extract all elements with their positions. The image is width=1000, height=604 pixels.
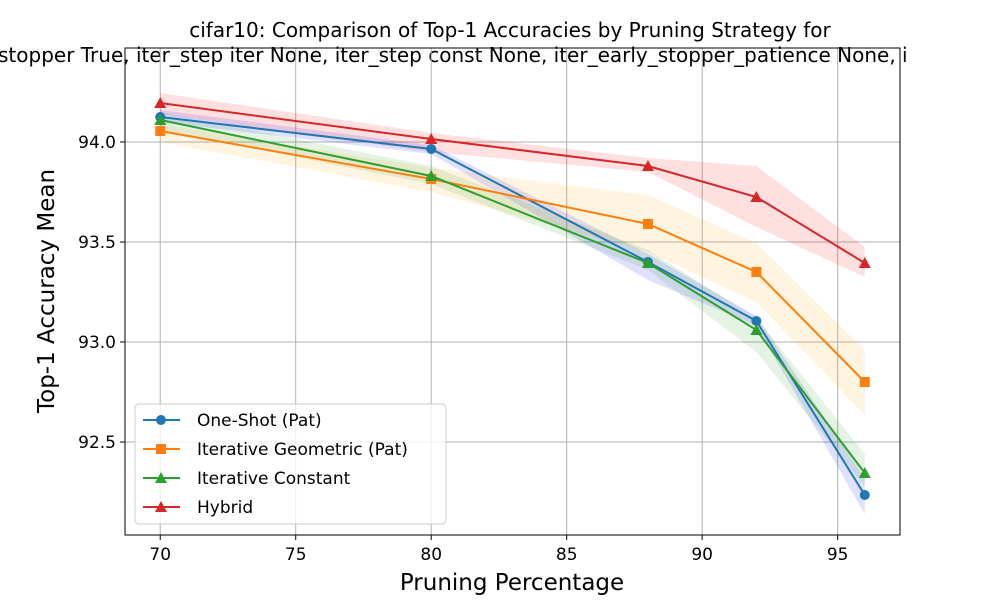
x-tick-label: 90: [691, 545, 713, 565]
data-point: [859, 490, 870, 500]
chart-title-line-1: cifar10: Comparison of Top-1 Accuracies …: [189, 18, 831, 42]
y-tick-label: 92.5: [78, 433, 116, 453]
x-tick-label: 95: [827, 545, 849, 565]
y-tick-label: 94.0: [78, 133, 116, 153]
x-tick-label: 80: [420, 545, 442, 565]
legend-marker: [156, 444, 166, 454]
legend-label: Hybrid: [197, 498, 253, 518]
y-tick-label: 93.5: [78, 233, 116, 253]
data-point: [425, 170, 438, 181]
data-point: [425, 133, 438, 144]
data-point: [858, 467, 871, 478]
legend-label: One-Shot (Pat): [197, 411, 322, 431]
legend-box: [134, 403, 447, 525]
data-point: [642, 219, 653, 229]
legend-marker: [156, 415, 166, 425]
y-axis-label: Top-1 Accuracy Mean: [34, 169, 60, 414]
x-tick-label: 75: [285, 545, 307, 565]
x-tick-label: 70: [149, 545, 171, 565]
data-point: [858, 257, 871, 268]
data-point: [641, 160, 654, 171]
x-axis-label: Pruning Percentage: [400, 570, 624, 596]
legend-label: Iterative Geometric (Pat): [197, 440, 408, 460]
data-point: [751, 267, 762, 277]
confidence-band-2: [160, 112, 865, 486]
legend-marker: [155, 501, 167, 512]
x-tick-label: 85: [556, 545, 578, 565]
data-point: [155, 126, 166, 136]
confidence-band-1: [160, 124, 865, 415]
legend-label: Iterative Constant: [197, 469, 351, 489]
data-point: [154, 114, 167, 125]
legend-marker: [155, 472, 167, 483]
data-point: [751, 316, 762, 326]
axis-ticks: 70 75 80 85 90 95 92.5 93.0 93.5 94.0: [78, 133, 848, 565]
plot-frame: [124, 47, 901, 536]
data-point: [859, 377, 870, 387]
data-point: [641, 257, 654, 268]
series-lines: [154, 97, 871, 500]
data-point: [154, 97, 167, 108]
data-point: [750, 191, 763, 202]
data-point: [750, 324, 763, 335]
y-tick-label: 93.0: [78, 333, 116, 353]
chart-title-line-2: stopper True, iter_step iter None, iter_…: [0, 43, 908, 67]
legend: One-Shot (Pat) Iterative Geometric (Pat) I…: [134, 403, 447, 525]
data-point: [426, 144, 437, 154]
